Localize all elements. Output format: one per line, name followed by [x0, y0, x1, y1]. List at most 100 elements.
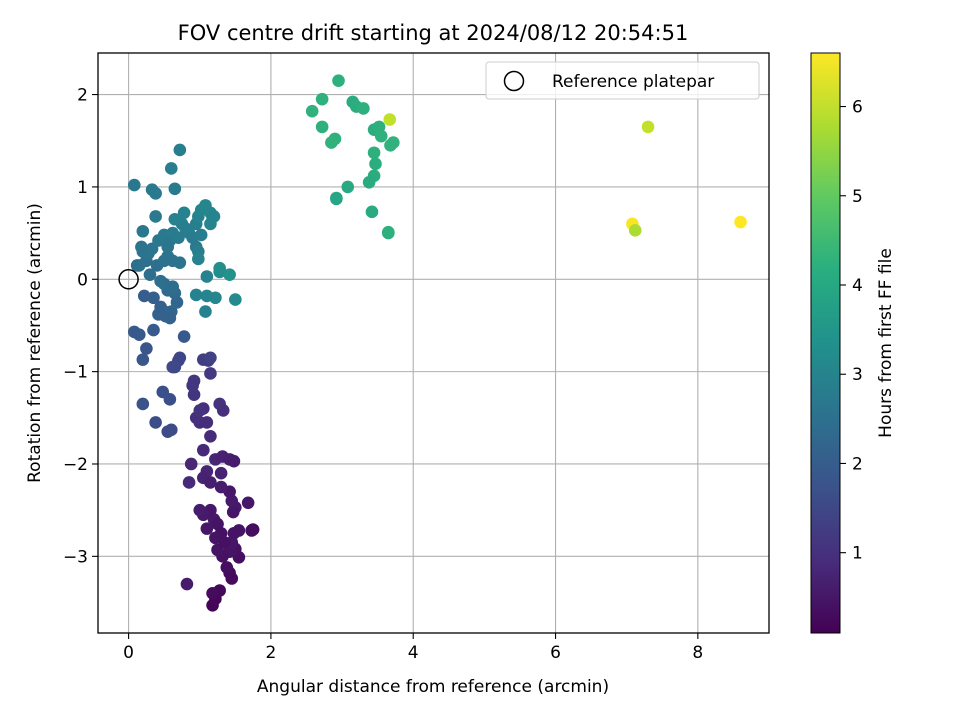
- data-point: [206, 586, 219, 600]
- data-point: [187, 388, 201, 402]
- colorbar-tick-label: 1: [852, 544, 863, 564]
- data-point: [127, 178, 141, 192]
- data-point: [204, 351, 217, 365]
- reference-marker-layer: [118, 269, 139, 290]
- data-point: [374, 129, 388, 143]
- data-point: [641, 120, 655, 134]
- data-point: [227, 454, 241, 468]
- legend-frame: [485, 61, 760, 100]
- y-tick-label: 2: [77, 86, 88, 106]
- data-point: [357, 102, 370, 115]
- data-point: [214, 466, 228, 480]
- data-point: [225, 572, 239, 585]
- data-point: [218, 536, 231, 549]
- data-point: [315, 92, 329, 106]
- data-point: [220, 561, 234, 574]
- data-point: [200, 522, 214, 535]
- data-point: [147, 291, 160, 305]
- data-point: [149, 416, 162, 429]
- y-tick-label: −1: [63, 363, 88, 383]
- legend: Reference platepar: [485, 61, 760, 100]
- legend-marker: [503, 70, 525, 92]
- colorbar-gradient: [810, 52, 841, 634]
- y-tick-label: 0: [77, 270, 88, 290]
- x-axis-ticks: 0 2 4 6 8: [123, 633, 703, 663]
- legend-entry-label: Reference platepar: [552, 72, 714, 92]
- data-point: [147, 323, 160, 337]
- y-tick-label: −3: [63, 547, 88, 567]
- data-point: [161, 240, 175, 254]
- data-point: [200, 289, 214, 303]
- data-point: [315, 120, 329, 134]
- data-point: [199, 305, 212, 318]
- data-point: [177, 206, 191, 220]
- data-point: [163, 311, 177, 325]
- data-point: [200, 416, 214, 429]
- data-points: [127, 74, 747, 612]
- data-point: [229, 293, 242, 306]
- data-point: [341, 180, 355, 194]
- data-point: [152, 308, 165, 321]
- data-point: [227, 526, 241, 540]
- data-point: [192, 252, 205, 266]
- data-point: [164, 423, 178, 437]
- data-point: [154, 274, 167, 288]
- grid: [98, 53, 769, 633]
- data-point: [172, 231, 185, 245]
- data-point: [136, 397, 150, 411]
- x-tick-label: 4: [408, 643, 419, 663]
- x-tick-label: 2: [265, 643, 276, 663]
- data-point: [136, 353, 150, 366]
- data-point: [204, 476, 217, 489]
- data-point: [166, 280, 180, 293]
- data-point: [180, 577, 194, 591]
- data-point: [365, 205, 379, 219]
- chart-title: FOV centre drift starting at 2024/08/12 …: [178, 21, 689, 45]
- colorbar: 1 2 3 4 5 6 Hours from first FF file: [810, 52, 896, 634]
- data-point: [362, 175, 376, 189]
- y-tick-label: 1: [77, 178, 88, 198]
- x-axis-label: Angular distance from reference (arcmin): [257, 677, 609, 697]
- colorbar-label: Hours from first FF file: [876, 248, 896, 438]
- data-point: [369, 157, 382, 171]
- data-point: [325, 136, 338, 149]
- data-point: [383, 113, 397, 126]
- data-point: [734, 215, 747, 229]
- colorbar-ticks: 1 2 3 4 5 6: [840, 98, 863, 564]
- data-point: [182, 476, 196, 489]
- data-point: [367, 146, 381, 160]
- data-point: [245, 524, 258, 537]
- data-point: [382, 225, 395, 239]
- data-point: [168, 212, 182, 226]
- data-point: [164, 162, 178, 175]
- data-point: [184, 457, 198, 471]
- y-axis-label: Rotation from reference (arcmin): [25, 203, 45, 483]
- data-point: [149, 187, 162, 200]
- data-point: [187, 374, 201, 388]
- data-point: [189, 288, 203, 302]
- data-point: [204, 429, 217, 443]
- colorbar-tick-label: 6: [852, 98, 863, 118]
- data-point: [330, 192, 343, 206]
- plot-frame: [97, 52, 770, 634]
- x-tick-label: 0: [123, 643, 134, 663]
- data-point: [132, 328, 146, 341]
- colorbar-tick-label: 2: [852, 454, 863, 474]
- data-point: [136, 224, 150, 238]
- data-point: [166, 360, 180, 374]
- data-point: [214, 480, 228, 494]
- y-axis-ticks: −3 −2 −1 0 1 2: [63, 86, 98, 567]
- data-point: [173, 143, 187, 157]
- data-point: [149, 210, 162, 223]
- data-point: [177, 330, 191, 343]
- data-point: [332, 74, 345, 88]
- data-point: [168, 182, 182, 196]
- data-point: [226, 505, 240, 519]
- x-tick-label: 8: [692, 643, 703, 663]
- x-tick-label: 6: [550, 643, 561, 663]
- data-point: [193, 404, 207, 417]
- colorbar-tick-label: 3: [852, 365, 863, 385]
- colorbar-tick-label: 5: [852, 187, 863, 207]
- data-point: [223, 268, 236, 281]
